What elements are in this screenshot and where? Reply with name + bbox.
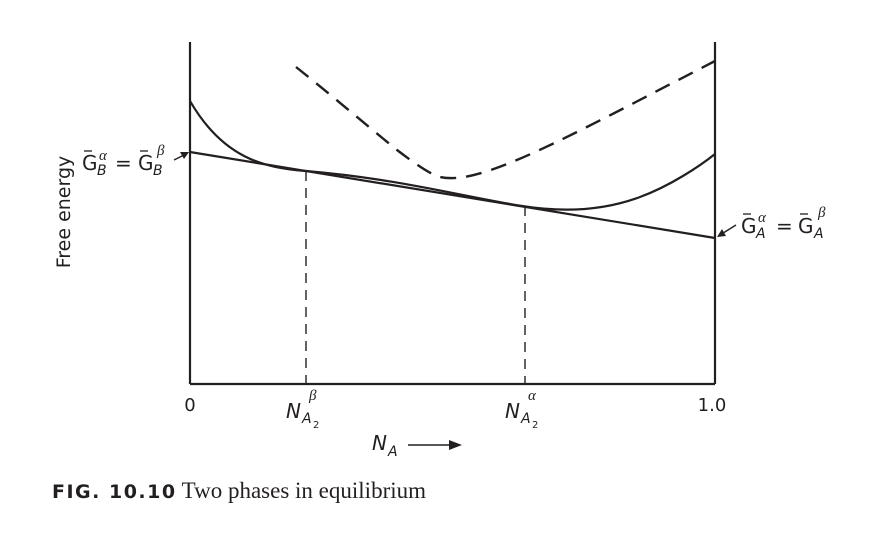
alpha-label-subsub: 2: [532, 420, 538, 431]
x-tick-one: 1.0: [698, 395, 727, 416]
beta-label-sub: A: [301, 411, 312, 427]
right-label-arrowhead: [717, 229, 726, 237]
alpha-label-sub: A: [520, 411, 531, 427]
right-equals: =: [776, 214, 793, 238]
left-sub1: B: [97, 163, 107, 179]
left-sub2: B: [153, 163, 163, 179]
x-tick-zero: 0: [184, 395, 195, 416]
beta-label-symbol: N: [286, 399, 301, 423]
alpha-label-symbol: N: [505, 399, 520, 423]
right-sub2: A: [813, 226, 824, 242]
left-sup2: β: [156, 143, 165, 159]
beta-label-subsub: 2: [313, 420, 319, 431]
alpha-label-sup: α: [528, 388, 537, 404]
figure-caption-text: Two phases in equilibrium: [181, 478, 427, 503]
common-tangent-line: [189, 150, 716, 240]
right-sup2: β: [817, 205, 826, 221]
x-axis-label-symbol: N: [372, 431, 387, 455]
left-sup1: α: [99, 148, 108, 164]
right-tangent-label: G α A = G β A: [741, 205, 826, 242]
y-axis-label: Free energy: [53, 156, 75, 269]
right-sup1: α: [758, 210, 767, 226]
left-g2: G: [138, 151, 154, 175]
right-g1: G: [741, 214, 757, 238]
beta-free-energy-curve: [295, 59, 716, 180]
left-g1: G: [82, 151, 98, 175]
right-sub1: A: [755, 226, 766, 242]
figure-number: FIG. 10.10: [52, 481, 177, 503]
left-tangent-label: G α B = G β B: [82, 143, 165, 179]
left-label-arrowhead: [180, 152, 189, 159]
x-direction-arrowhead: [449, 440, 462, 450]
figure-caption: FIG. 10.10 Two phases in equilibrium: [52, 478, 426, 504]
x-axis-label-subscript: A: [387, 444, 398, 460]
right-g2: G: [798, 214, 814, 238]
alpha-free-energy-curve: [189, 100, 716, 211]
beta-composition-label: N A 2 β: [286, 388, 319, 431]
beta-label-sup: β: [308, 388, 317, 404]
x-axis-label: N A: [372, 431, 398, 460]
alpha-composition-label: N A 2 α: [505, 388, 538, 431]
left-equals: =: [115, 151, 132, 175]
